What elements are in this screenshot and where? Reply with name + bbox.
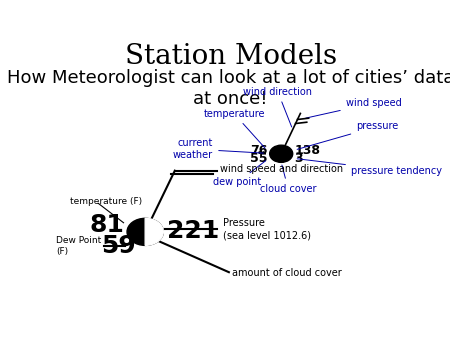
Wedge shape bbox=[145, 218, 163, 245]
Text: 221: 221 bbox=[167, 219, 219, 243]
Circle shape bbox=[127, 218, 163, 245]
Text: amount of cloud cover: amount of cloud cover bbox=[232, 268, 342, 279]
Text: wind speed and direction: wind speed and direction bbox=[220, 164, 343, 174]
Text: pressure tendency: pressure tendency bbox=[297, 159, 442, 176]
Text: current
weather: current weather bbox=[173, 138, 263, 160]
Text: Station Models: Station Models bbox=[125, 43, 337, 70]
Text: ••: •• bbox=[257, 149, 267, 158]
Text: temperature (F): temperature (F) bbox=[70, 197, 142, 207]
Text: pressure: pressure bbox=[297, 121, 398, 149]
Text: cloud cover: cloud cover bbox=[260, 165, 316, 194]
Text: 59: 59 bbox=[101, 234, 135, 258]
Text: wind direction: wind direction bbox=[243, 87, 312, 127]
Circle shape bbox=[270, 145, 293, 162]
Text: 3: 3 bbox=[294, 152, 303, 165]
Text: 81: 81 bbox=[90, 213, 124, 237]
Text: How Meteorologist can look at a lot of cities’ data
at once!: How Meteorologist can look at a lot of c… bbox=[7, 69, 450, 108]
Text: 76: 76 bbox=[251, 144, 268, 157]
Text: Pressure
(sea level 1012.6): Pressure (sea level 1012.6) bbox=[223, 218, 310, 240]
Text: 138: 138 bbox=[294, 144, 320, 157]
Text: wind speed: wind speed bbox=[306, 98, 401, 118]
Text: temperature: temperature bbox=[203, 108, 265, 148]
Text: dew point: dew point bbox=[213, 161, 266, 187]
Text: Dew Point
(F): Dew Point (F) bbox=[56, 237, 102, 256]
Text: 55: 55 bbox=[251, 152, 268, 165]
